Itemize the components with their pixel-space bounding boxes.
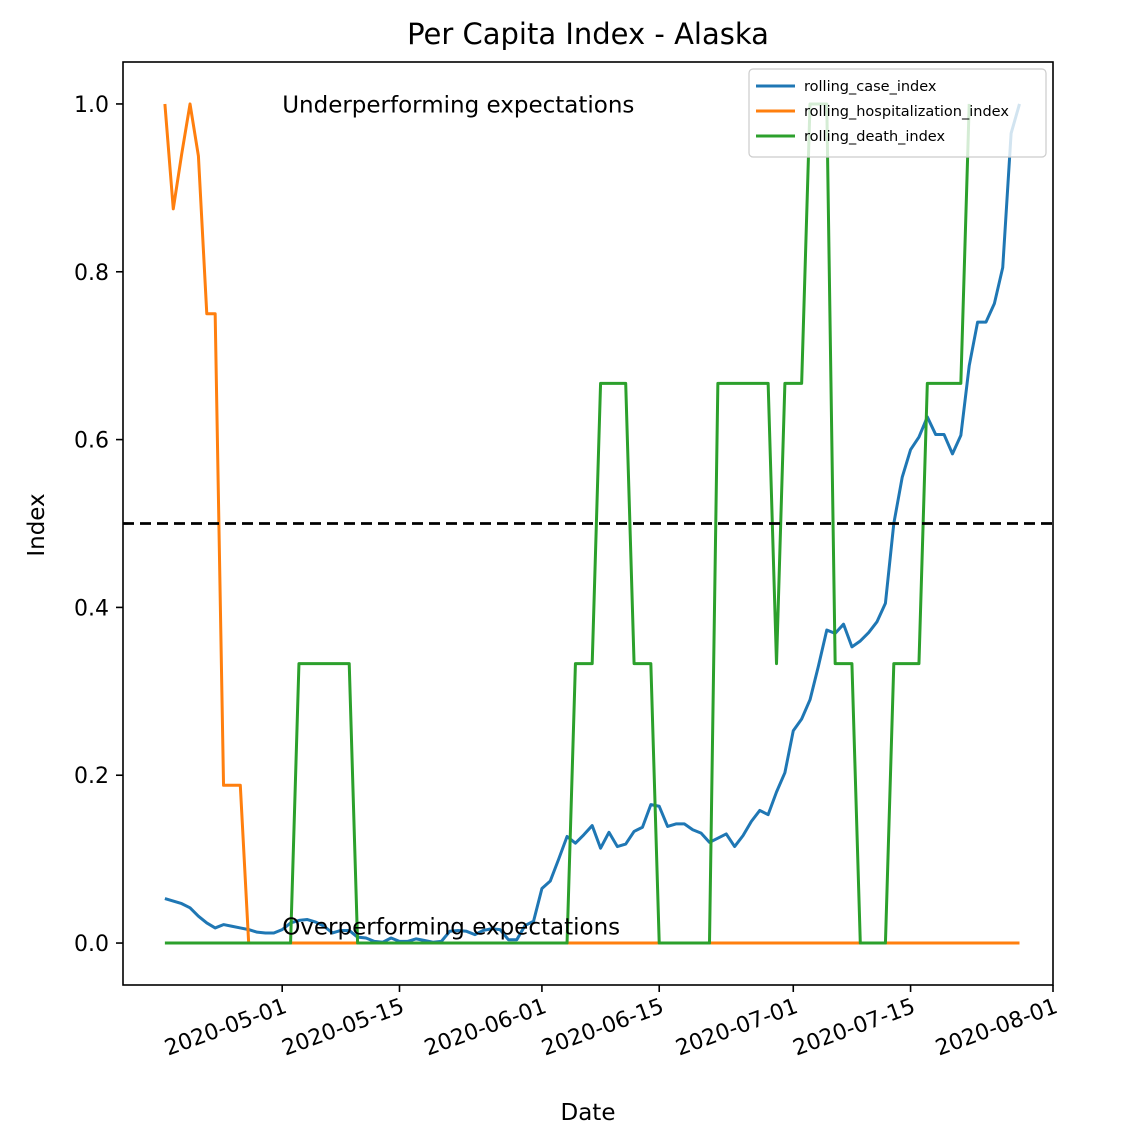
- y-tick-label: 0.0: [74, 932, 109, 957]
- y-axis-label: Index: [24, 493, 50, 556]
- x-axis-label: Date: [561, 1100, 616, 1126]
- y-tick-label: 0.2: [74, 764, 109, 789]
- series-line-rolling-case-index: [164, 103, 1021, 944]
- legend: rolling_case_index rolling_hospitalizatio…: [748, 68, 1047, 158]
- x-tick-label: 2020-06-15: [539, 994, 668, 1061]
- x-tick-label: 2020-07-01: [673, 994, 802, 1061]
- series-line-rolling-death-index: [164, 102, 971, 945]
- annotation-overperforming: Overperforming expectations: [282, 915, 620, 941]
- y-tick-label: 0.8: [74, 261, 109, 286]
- plot-frame: [122, 61, 1054, 986]
- y-tick-label: 0.6: [74, 429, 109, 454]
- x-tick-label: 2020-05-01: [162, 994, 291, 1061]
- x-tick-label: 2020-05-15: [279, 994, 408, 1061]
- y-tick-label: 0.4: [74, 596, 109, 621]
- x-tick-label: 2020-08-01: [932, 994, 1061, 1061]
- y-tick-label: 1.0: [74, 93, 109, 118]
- series-layer: [163, 102, 1021, 945]
- legend-label-rolling-death-index: rolling_death_index: [804, 129, 945, 145]
- annotation-underperforming: Underperforming expectations: [282, 92, 634, 118]
- legend-box: [748, 68, 1047, 158]
- legend-label-rolling-case-index: rolling_case_index: [804, 79, 937, 95]
- x-tick-label: 2020-06-01: [421, 994, 550, 1061]
- annotation-layer: Underperforming expectations Overperformi…: [282, 92, 634, 940]
- legend-label-rolling-hospitalization-index: rolling_hospitalization_index: [804, 104, 1009, 120]
- series-line-rolling-hospitalization-index: [163, 102, 1020, 945]
- x-tick-label: 2020-07-15: [790, 994, 919, 1061]
- chart-title: Per Capita Index - Alaska: [407, 17, 769, 51]
- legend-items: rolling_case_index rolling_hospitalizatio…: [756, 79, 1009, 145]
